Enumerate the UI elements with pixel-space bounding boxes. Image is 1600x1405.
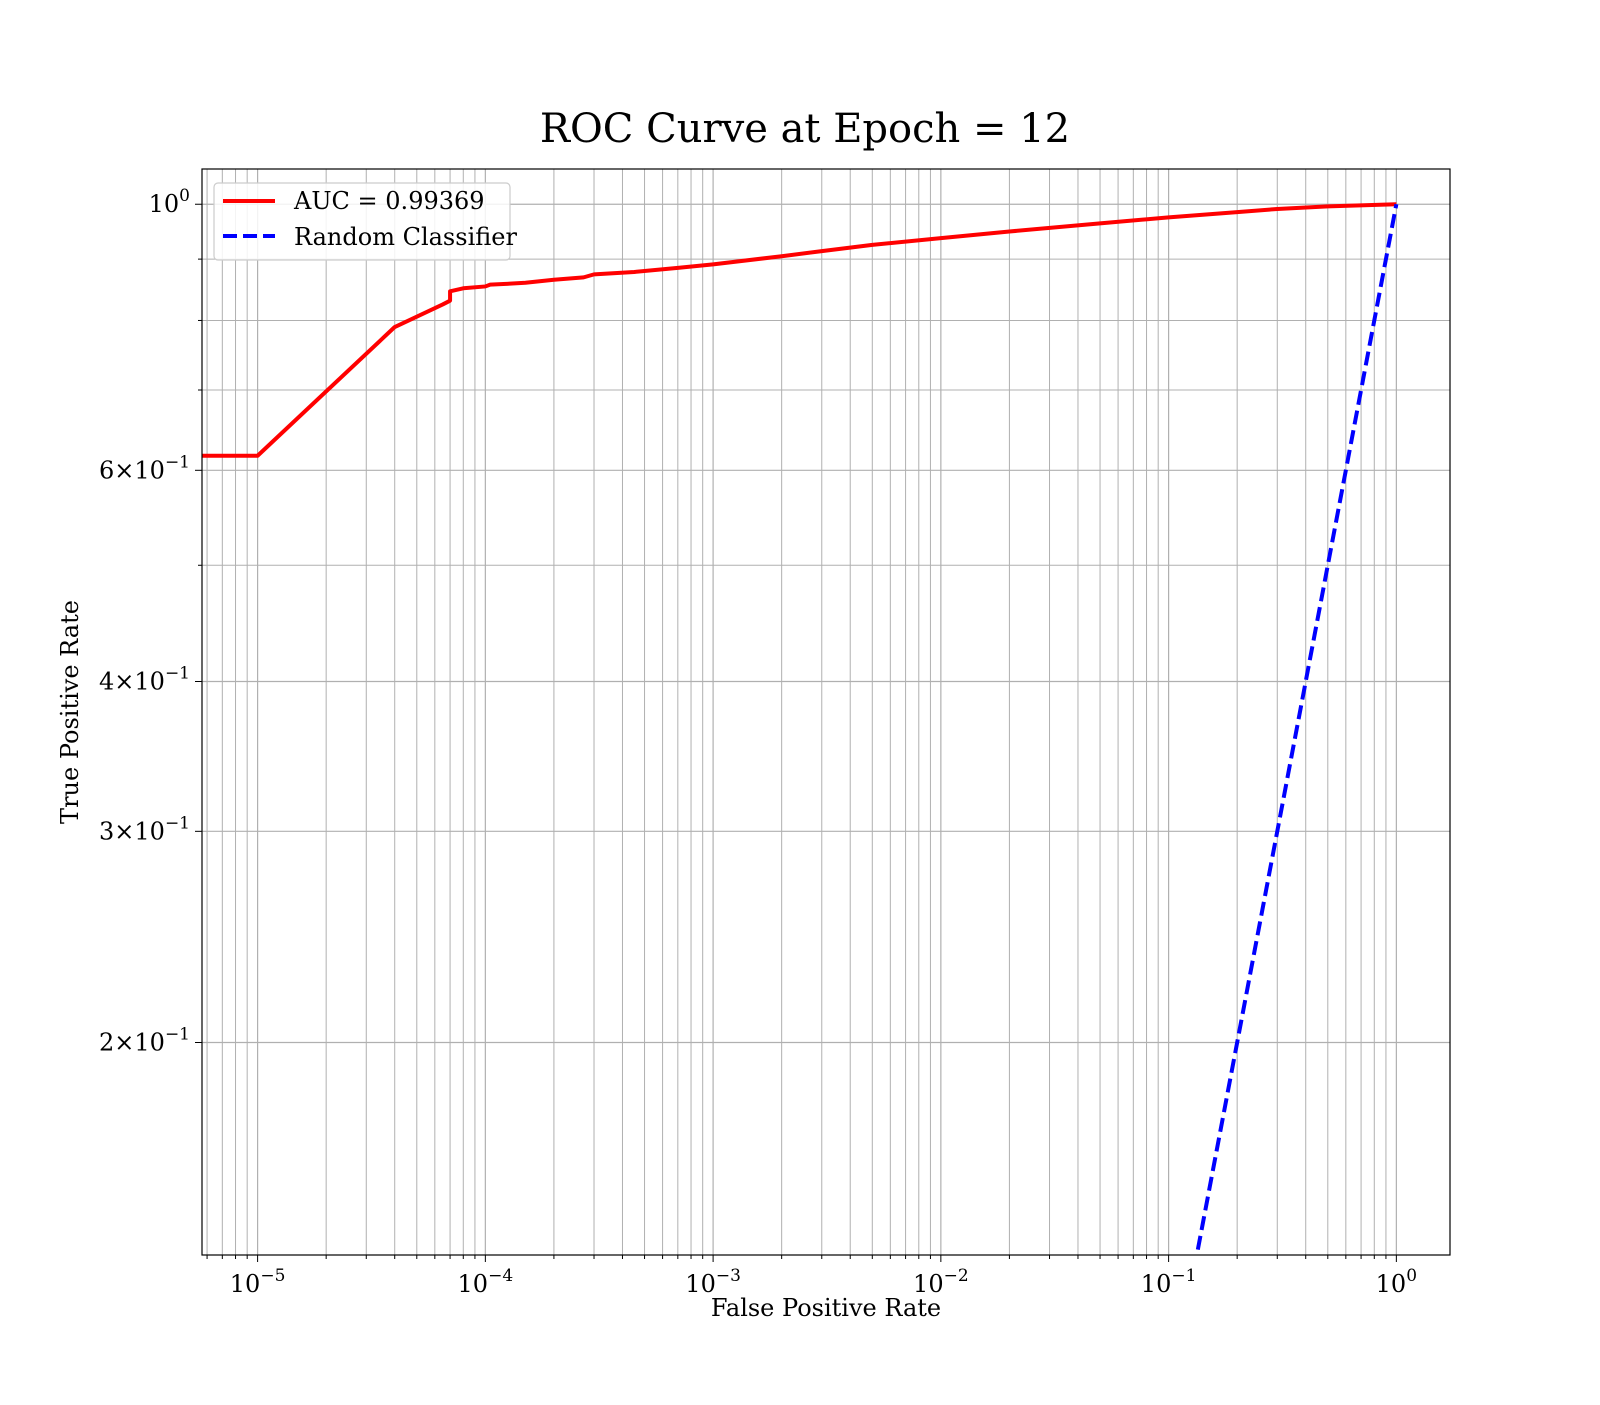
y-tick-exponent: −1 xyxy=(165,813,190,833)
series-layer xyxy=(202,202,1399,1255)
y-tick-exponent: −1 xyxy=(165,452,190,472)
x-tick-label: 10−3 xyxy=(685,1266,741,1298)
y-tick-label: 4×10−1 xyxy=(99,663,190,695)
y-tick-exponent: −1 xyxy=(165,1025,190,1045)
x-tick-base: 10 xyxy=(230,1270,261,1298)
y-tick-base: 2×10 xyxy=(99,1029,165,1057)
x-tick-exponent: −3 xyxy=(716,1266,741,1286)
x-axis-label: False Positive Rate xyxy=(711,1294,941,1322)
legend-label-auc: AUC = 0.99369 xyxy=(293,187,485,215)
y-tick-base: 6×10 xyxy=(99,456,165,484)
x-tick-base: 10 xyxy=(1376,1270,1407,1298)
minor-gridlines-y xyxy=(202,258,1450,566)
legend-box xyxy=(213,182,511,261)
x-tick-label: 10−2 xyxy=(913,1266,969,1298)
y-tick-base: 3×10 xyxy=(99,817,165,845)
y-tick-label: 3×10−1 xyxy=(99,813,190,845)
x-tick-exponent: −4 xyxy=(488,1266,513,1286)
x-tick-label: 10−1 xyxy=(1141,1266,1197,1298)
plot-frame xyxy=(201,168,1451,1256)
y-tick-label: 100 xyxy=(149,186,190,218)
roc-curve-line xyxy=(202,202,1397,458)
y-axis-label: True Positive Rate xyxy=(56,600,84,824)
x-tick-label: 100 xyxy=(1376,1266,1417,1298)
x-tick-exponent: 0 xyxy=(1406,1266,1417,1286)
y-tick-exponent: −1 xyxy=(165,663,190,683)
x-tick-exponent: −1 xyxy=(1171,1266,1196,1286)
x-tick-label: 10−4 xyxy=(458,1266,514,1298)
y-tick-base: 10 xyxy=(149,190,180,218)
legend: AUC = 0.99369 Random Classifier xyxy=(213,182,517,261)
x-tick-base: 10 xyxy=(913,1270,944,1298)
x-tick-label: 10−5 xyxy=(230,1266,286,1298)
y-tick-exponent: 0 xyxy=(179,186,190,206)
x-tick-exponent: −2 xyxy=(944,1266,969,1286)
minor-gridlines-x xyxy=(206,169,1387,1255)
x-tick-base: 10 xyxy=(458,1270,489,1298)
y-tick-label: 6×10−1 xyxy=(99,452,190,484)
x-tick-base: 10 xyxy=(1141,1270,1172,1298)
x-tick-base: 10 xyxy=(685,1270,716,1298)
y-tick-label: 2×10−1 xyxy=(99,1025,190,1057)
random-classifier-line xyxy=(1194,203,1399,1255)
ticks-layer: 10−5 10−4 10−3 10−2 10−1 1001006×10−14×10−13×… xyxy=(99,186,1417,1298)
y-tick-base: 4×10 xyxy=(99,667,165,695)
chart-title: ROC Curve at Epoch = 12 xyxy=(540,106,1070,152)
x-tick-exponent: −5 xyxy=(260,1266,285,1286)
legend-label-random: Random Classifier xyxy=(294,223,517,251)
